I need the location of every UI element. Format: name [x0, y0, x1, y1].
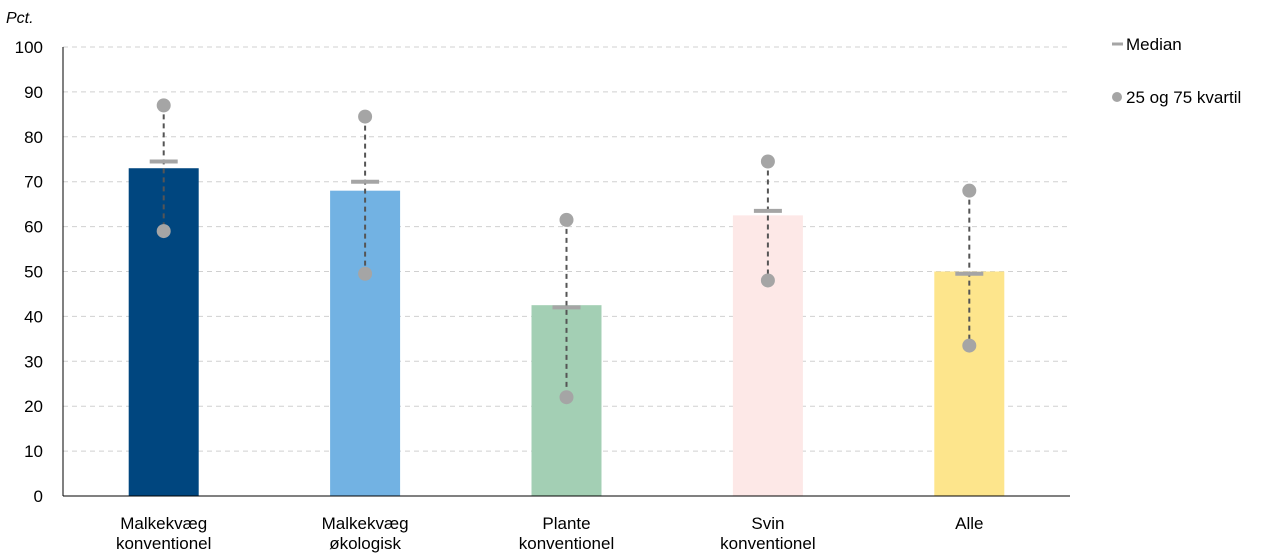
y-tick-label: 10	[24, 442, 43, 461]
q25-point	[760, 273, 775, 288]
y-tick-label: 70	[24, 173, 43, 192]
quartile-whiskers	[149, 98, 984, 405]
legend-label: 25 og 75 kvartil	[1126, 88, 1241, 107]
y-tick-label: 60	[24, 218, 43, 237]
q75-point	[962, 183, 977, 198]
y-tick-label: 50	[24, 263, 43, 282]
y-tick-label: 0	[34, 487, 43, 506]
x-category-labels: Malkekvæg konventionel Malkekvæg økologisk P…	[116, 514, 984, 553]
q75-point	[559, 212, 574, 227]
q25-point	[156, 224, 171, 239]
q25-point	[559, 390, 574, 405]
q75-point	[358, 109, 373, 124]
x-category-label: Malkekvæg økologisk	[322, 514, 409, 553]
y-tick-label: 80	[24, 128, 43, 147]
y-tick-label: 20	[24, 397, 43, 416]
q25-point	[962, 338, 977, 353]
axes	[62, 47, 1070, 497]
x-category-label: Alle	[955, 514, 983, 533]
y-tick-label: 40	[24, 307, 43, 326]
bar	[330, 190, 401, 496]
bar	[934, 271, 1005, 496]
legend-label: Median	[1126, 35, 1182, 54]
y-tick-label: 100	[15, 38, 43, 57]
q75-point	[760, 154, 775, 169]
legend-quartile-swatch	[1112, 92, 1122, 102]
y-tick-label: 90	[24, 83, 43, 102]
y-tick-label: 30	[24, 352, 43, 371]
x-category-label: Svin konventionel	[720, 514, 815, 553]
y-tick-labels: 0 10 20 30 40 50 60 70 80 90 100	[15, 38, 43, 506]
gridlines	[63, 46, 1070, 452]
y-axis-label: Pct.	[6, 10, 34, 27]
q25-point	[358, 266, 373, 281]
x-category-label: Malkekvæg konventionel	[116, 514, 211, 553]
bar	[732, 215, 803, 496]
x-category-label: Plante konventionel	[519, 514, 614, 553]
legend: Median 25 og 75 kvartil	[1112, 35, 1241, 107]
q75-point	[156, 98, 171, 113]
